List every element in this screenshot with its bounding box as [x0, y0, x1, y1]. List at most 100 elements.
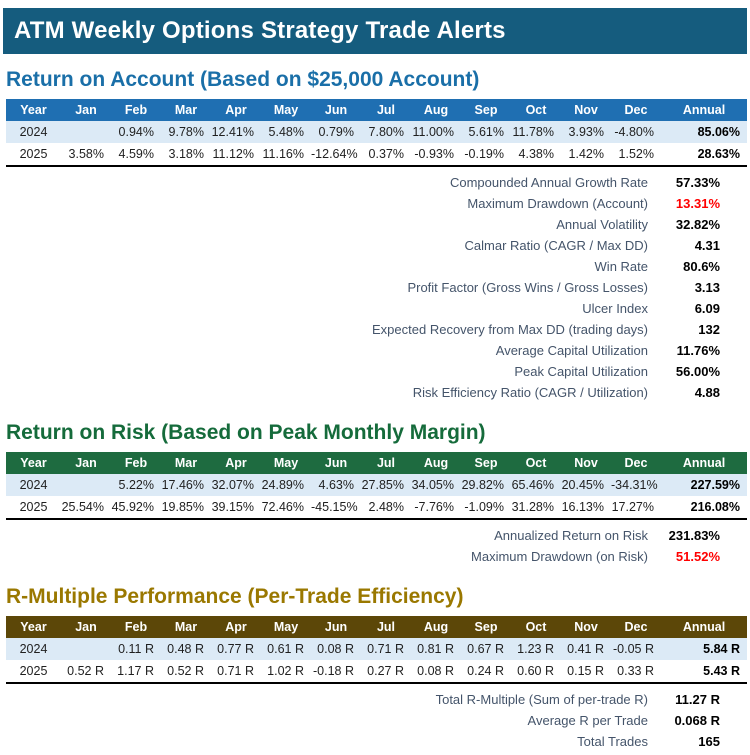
stat-row: Annualized Return on Risk 231.83% [0, 525, 750, 546]
table-header-row: Year Jan Feb Mar Apr May Jun Jul Aug Sep Oct Nov Dec… [6, 99, 747, 121]
cell-jan: 0.52 R [67, 664, 104, 678]
cell-jul: 0.27 R [367, 664, 404, 678]
page-title: ATM Weekly Options Strategy Trade Alerts [14, 17, 506, 44]
stat-value: 4.31 [694, 238, 720, 253]
cell-jul: 27.85% [361, 478, 404, 492]
stats-block-account: Compounded Annual Growth Rate 57.33% Maxim… [0, 172, 750, 403]
column-header-sep: Sep [461, 452, 511, 474]
column-header-may: May [261, 452, 311, 474]
column-header-apr: Apr [211, 99, 261, 121]
cell-jun: 4.63% [318, 478, 354, 492]
stat-value: 11.27 R [675, 692, 720, 707]
stat-label: Peak Capital Utilization [514, 364, 648, 379]
table-row-2025: 2025 3.58% 4.59% 3.18% 11.12% 11.16% -12.64% 0.… [6, 143, 747, 166]
column-header-annual: Annual [661, 452, 747, 474]
column-header-jul: Jul [361, 616, 411, 638]
cell-jun: -45.15% [311, 500, 358, 514]
cell-sep: 0.67 R [467, 642, 504, 656]
stat-label: Maximum Drawdown (on Risk) [471, 549, 648, 564]
cell-may: 24.89% [261, 478, 304, 492]
cell-may: 0.61 R [267, 642, 304, 656]
column-header-jan: Jan [61, 452, 111, 474]
table-row-2024: 2024 0.94% 9.78% 12.41% 5.48% 0.79% 7.80% 11.00… [6, 121, 747, 143]
section-return-on-account: Return on Account (Based on $25,000 Acco… [0, 67, 750, 403]
cell-year: 2025 [19, 664, 48, 678]
cell-sep: 0.24 R [467, 664, 504, 678]
cell-feb: 0.11 R [118, 642, 154, 656]
stat-row: Average Capital Utilization 11.76% [0, 340, 750, 361]
cell-apr: 32.07% [211, 478, 254, 492]
stat-label: Expected Recovery from Max DD (trading d… [372, 322, 648, 337]
stat-value: 132 [698, 322, 720, 337]
cell-feb: 1.17 R [117, 664, 154, 678]
cell-apr: 11.12% [212, 147, 254, 161]
cell-aug: 11.00% [412, 125, 454, 139]
cell-mar: 0.52 R [167, 664, 204, 678]
cell-year: 2025 [19, 500, 48, 514]
stat-label: Average R per Trade [527, 713, 648, 728]
cell-mar: 9.78% [168, 125, 204, 139]
stat-row: Ulcer Index 6.09 [0, 298, 750, 319]
column-header-apr: Apr [211, 616, 261, 638]
cell-annual: 85.06% [697, 125, 740, 139]
column-header-feb: Feb [111, 616, 161, 638]
stat-value: 6.09 [694, 301, 720, 316]
stat-value: 11.76% [676, 343, 720, 358]
column-header-jun: Jun [311, 616, 361, 638]
column-header-dec: Dec [611, 452, 661, 474]
cell-jan: 3.58% [68, 147, 104, 161]
stat-label: Total Trades [577, 734, 648, 749]
column-header-oct: Oct [511, 616, 561, 638]
cell-feb: 45.92% [111, 500, 154, 514]
section-return-on-risk: Return on Risk (Based on Peak Monthly Ma… [0, 420, 750, 567]
stat-label: Annual Volatility [556, 217, 648, 232]
stat-value: 57.33% [675, 175, 720, 190]
cell-jun: -0.18 R [313, 664, 354, 678]
cell-jun: 0.79% [318, 125, 354, 139]
stat-label: Calmar Ratio (CAGR / Max DD) [464, 238, 648, 253]
cell-oct: 31.28% [511, 500, 554, 514]
stat-label: Profit Factor (Gross Wins / Gross Losses… [407, 280, 648, 295]
cell-annual: 227.59% [690, 478, 740, 492]
cell-mar: 19.85% [161, 500, 204, 514]
cell-apr: 12.41% [211, 125, 254, 139]
cell-jun: -12.64% [311, 147, 358, 161]
section-heading-return-on-account: Return on Account (Based on $25,000 Acco… [6, 68, 480, 91]
column-header-apr: Apr [211, 452, 261, 474]
section-heading-r-multiple: R-Multiple Performance (Per-Trade Effici… [6, 585, 464, 608]
cell-feb: 4.59% [118, 147, 154, 161]
title-bar: ATM Weekly Options Strategy Trade Alerts [3, 8, 747, 54]
cell-sep: -0.19% [464, 147, 504, 161]
column-header-mar: Mar [161, 99, 211, 121]
cell-mar: 17.46% [161, 478, 204, 492]
stat-label: Compounded Annual Growth Rate [449, 175, 648, 190]
stat-value: 4.88 [694, 385, 720, 400]
cell-nov: 0.15 R [567, 664, 604, 678]
cell-aug: -0.93% [414, 147, 454, 161]
column-header-jun: Jun [311, 452, 361, 474]
stat-row: Maximum Drawdown (Account) 13.31% [0, 193, 750, 214]
stat-row: Expected Recovery from Max DD (trading d… [0, 319, 750, 340]
column-header-nov: Nov [561, 452, 611, 474]
column-header-dec: Dec [611, 616, 661, 638]
cell-year: 2024 [19, 478, 48, 492]
cell-annual: 5.43 R [703, 664, 740, 678]
cell-nov: 3.93% [568, 125, 604, 139]
stat-value: 32.82% [675, 217, 720, 232]
section-heading-return-on-risk: Return on Risk (Based on Peak Monthly Ma… [6, 421, 486, 444]
cell-feb: 0.94% [118, 125, 154, 139]
column-header-year: Year [6, 452, 61, 474]
stat-label: Risk Efficiency Ratio (CAGR / Utilizatio… [412, 385, 648, 400]
cell-may: 72.46% [261, 500, 304, 514]
column-header-year: Year [6, 616, 61, 638]
cell-sep: -1.09% [464, 500, 504, 514]
cell-dec: 17.27% [611, 500, 654, 514]
stat-value: 3.13 [694, 280, 720, 295]
cell-jul: 7.80% [368, 125, 404, 139]
cell-nov: 20.45% [561, 478, 604, 492]
column-header-jan: Jan [61, 99, 111, 121]
cell-oct: 0.60 R [517, 664, 554, 678]
stats-block-r-multiple: Total R-Multiple (Sum of per-trade R) 11.… [0, 689, 750, 752]
stat-row: Annual Volatility 32.82% [0, 214, 750, 235]
stat-value: 13.31% [675, 196, 720, 211]
